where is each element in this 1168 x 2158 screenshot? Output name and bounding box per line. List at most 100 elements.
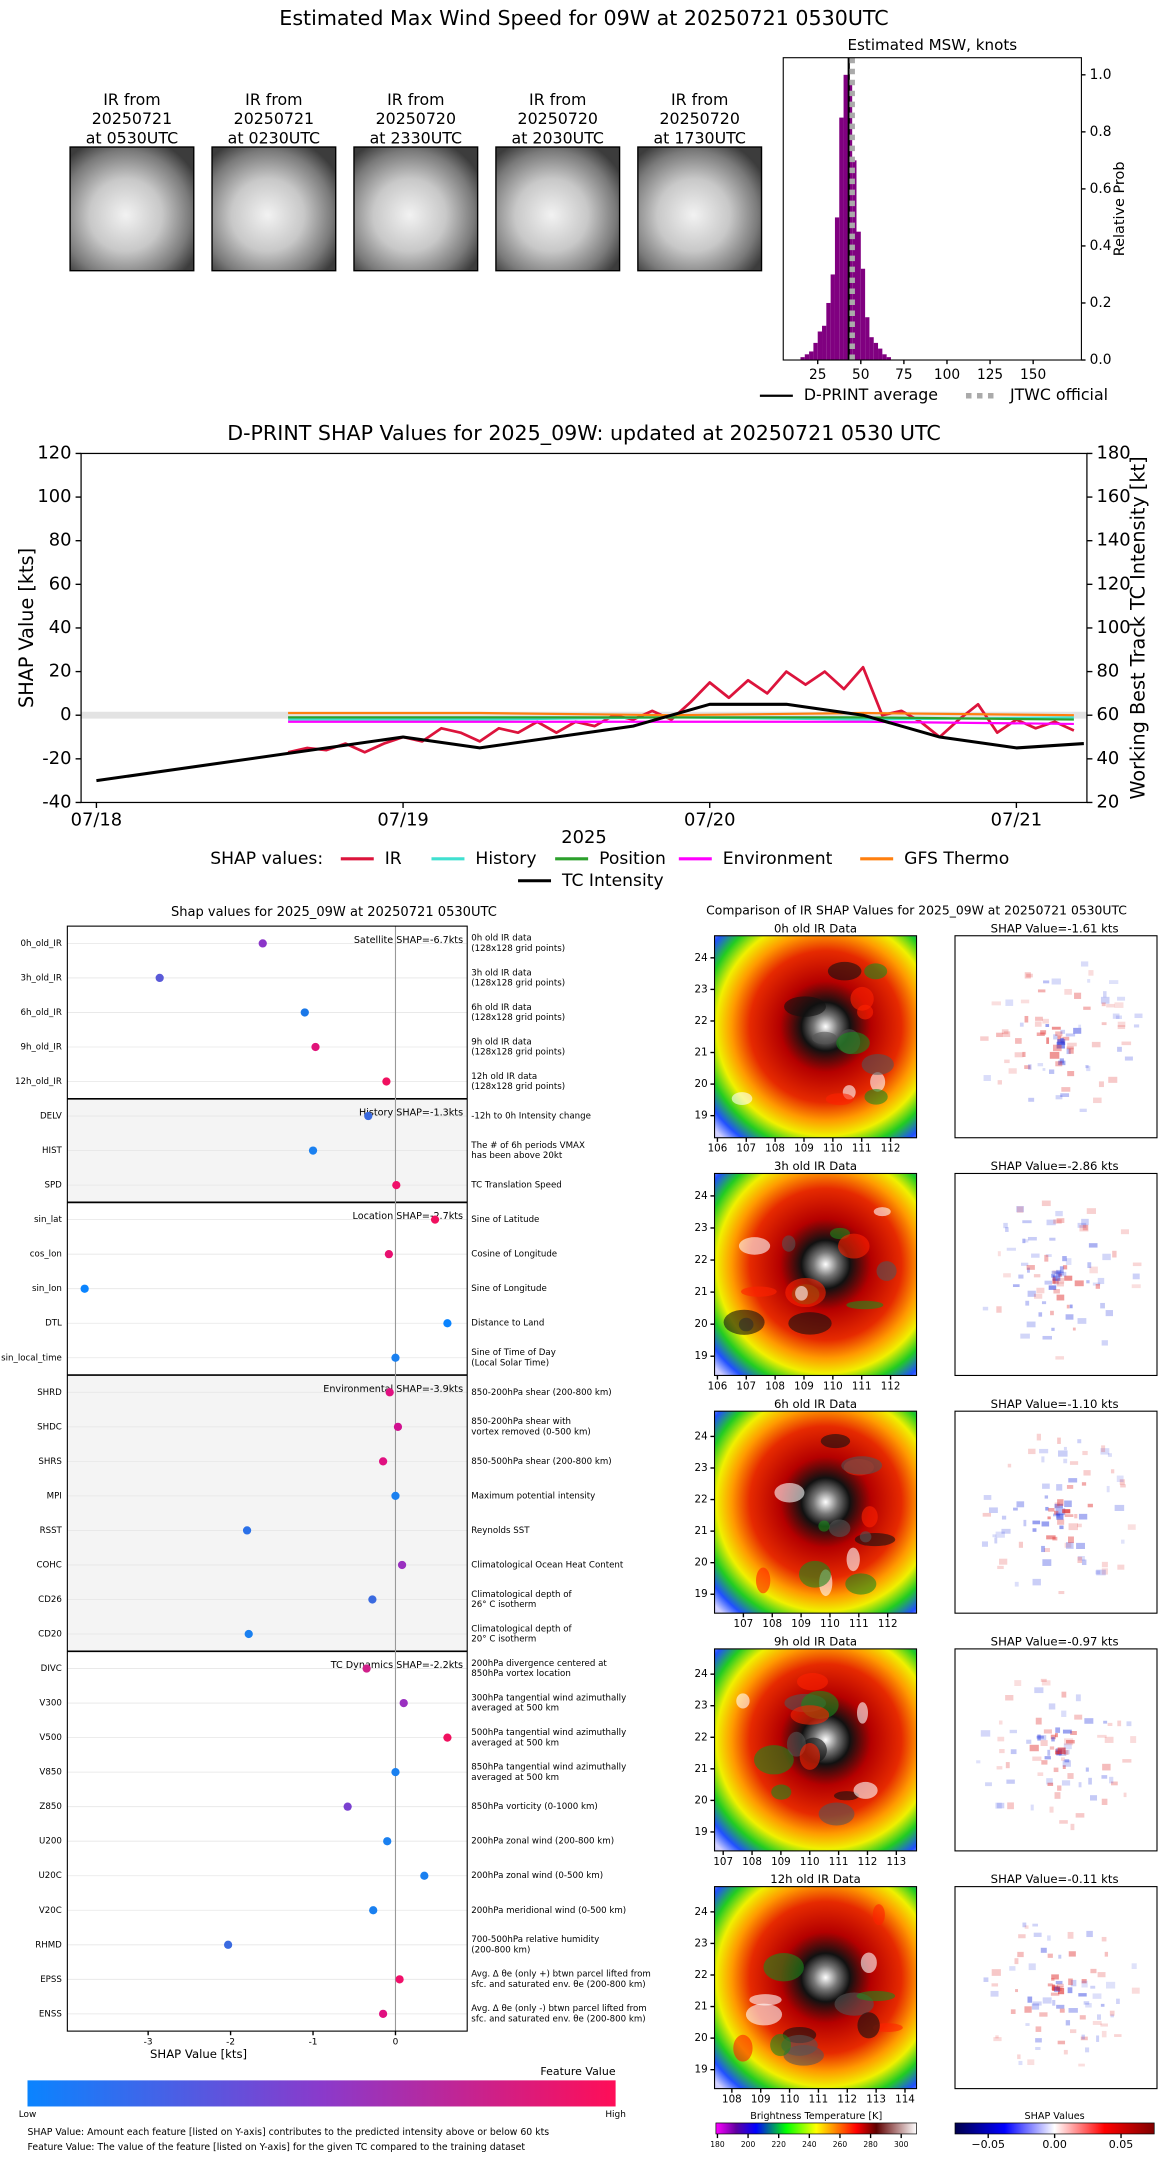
- ir-texture: [796, 1673, 829, 1691]
- shap-texture: [1047, 1749, 1051, 1756]
- shap-texture: [1032, 1923, 1038, 1927]
- shap-texture: [1081, 2034, 1085, 2040]
- ir-texture: [846, 1300, 884, 1310]
- colorbar-tick-label: 300: [894, 2140, 909, 2149]
- shap-texture: [1044, 1756, 1051, 1760]
- y-tick-label: 40: [49, 617, 72, 638]
- legend-label: D-PRINT average: [804, 385, 938, 404]
- shap-texture: [1077, 1523, 1082, 1528]
- x-tick-label: 109: [794, 1380, 814, 1392]
- shap-texture: [1028, 1448, 1036, 1455]
- shap-texture: [1053, 1985, 1059, 1992]
- shap-texture: [1061, 1757, 1065, 1761]
- shap-texture: [1101, 1936, 1107, 1942]
- shap-texture: [1005, 1227, 1009, 1232]
- shap-texture: [1077, 1318, 1087, 1324]
- panel-title: SHAP Value=-1.61 kts: [991, 921, 1119, 935]
- shap-texture: [1122, 1759, 1132, 1763]
- shap-texture: [1032, 1528, 1037, 1532]
- thumbnail-caption: 20250720: [376, 109, 456, 128]
- shap-texture: [1026, 1265, 1035, 1270]
- ir-texture: [731, 1092, 753, 1106]
- shap-texture: [1101, 1002, 1106, 1007]
- shap-texture: [1040, 1678, 1047, 1682]
- ir-texture: [798, 1560, 832, 1588]
- footnote: SHAP Value: Amount each feature [listed …: [27, 2127, 549, 2138]
- shap-dot: [244, 1629, 253, 1639]
- shap-texture: [1066, 1484, 1074, 1489]
- shap-texture: [996, 1766, 1003, 1770]
- shap-texture: [1081, 1979, 1087, 1984]
- shap-texture: [1028, 1064, 1032, 1070]
- shap-texture: [1036, 1032, 1045, 1037]
- feature-name: U20C: [38, 1871, 61, 1881]
- shap-texture: [1132, 1273, 1140, 1280]
- ir-texture: [812, 1031, 837, 1045]
- shap-texture: [1074, 1280, 1084, 1287]
- shap-texture: [1077, 1556, 1085, 1561]
- shap-texture: [1062, 1729, 1072, 1734]
- shap-texture: [1056, 1294, 1065, 1301]
- shap-texture: [1081, 1218, 1089, 1226]
- colorbar-high: High: [605, 2110, 626, 2120]
- shap-frame: [954, 1886, 1158, 2090]
- feature-name: SPD: [44, 1181, 62, 1191]
- legend-title: SHAP values:: [210, 849, 323, 869]
- feature-name: COHC: [36, 1560, 61, 1570]
- shap-dot: [364, 1111, 373, 1121]
- histogram-bar: [869, 337, 874, 361]
- page-title: Estimated Max Wind Speed for 09W at 2025…: [279, 6, 888, 30]
- shap-texture: [1080, 2036, 1088, 2041]
- x-tick-label: -3: [144, 2038, 153, 2048]
- shap-texture: [999, 1558, 1008, 1565]
- x-tick-label: 07/21: [991, 809, 1042, 830]
- x-tick-label: 110: [780, 2094, 800, 2106]
- x-axis-label: 2025: [561, 827, 606, 848]
- x-tick-label: 107: [736, 1380, 756, 1392]
- shap-texture: [995, 1802, 1002, 1809]
- shap-texture: [1057, 2040, 1066, 2045]
- feature-description: -12h to 0h Intensity change: [471, 1112, 591, 1122]
- feature-description: (128x128 grid points): [471, 1082, 565, 1092]
- x-tick-label: 0: [393, 2038, 399, 2048]
- y-tick-label: 19: [695, 1826, 708, 1838]
- y2-tick-label: 160: [1097, 486, 1131, 507]
- shap-texture: [1027, 2059, 1035, 2066]
- shap-texture: [1086, 1065, 1091, 1072]
- shap-texture: [1045, 1254, 1052, 1257]
- shap-texture: [1054, 1503, 1063, 1509]
- shap-texture: [1033, 1932, 1042, 1937]
- shap-texture: [1101, 2030, 1107, 2038]
- ir-texture: [860, 1952, 877, 1973]
- shap-texture: [1059, 1266, 1064, 1273]
- x-tick-label: 110: [823, 1380, 843, 1392]
- shap-texture: [1062, 1256, 1067, 1262]
- ir-texture: [836, 1031, 870, 1055]
- shap-texture: [1092, 1993, 1102, 1999]
- shap-texture: [1055, 1031, 1063, 1036]
- x-tick-label: 25: [809, 367, 826, 383]
- shap-texture: [1035, 2038, 1042, 2043]
- shap-texture: [1101, 1775, 1108, 1779]
- shap-texture: [1085, 1065, 1089, 1069]
- shap-texture: [1057, 1499, 1064, 1506]
- feature-description: 700-500hPa relative humidity: [471, 1935, 599, 1945]
- y-tick-label: 80: [49, 530, 72, 551]
- feature-name: RHMD: [35, 1940, 62, 1950]
- shap-texture: [1022, 1051, 1026, 1058]
- shap-texture: [1100, 2003, 1105, 2007]
- shap-texture: [997, 1565, 1004, 1570]
- x-tick-label: 108: [762, 1618, 782, 1630]
- feature-name: SHRS: [38, 1457, 61, 1467]
- shap-texture: [995, 2035, 999, 2039]
- shap-texture: [1061, 1087, 1071, 1092]
- ir-texture: [872, 2023, 903, 2033]
- shap-texture: [1130, 1736, 1137, 1743]
- x-tick-label: -2: [226, 2038, 235, 2048]
- histogram-bar: [830, 274, 835, 361]
- shap-texture: [1043, 1548, 1050, 1553]
- shap-texture: [1055, 1210, 1063, 1217]
- series-line: [96, 702, 1084, 783]
- colorbar-tick-label: 0.05: [1109, 2138, 1133, 2151]
